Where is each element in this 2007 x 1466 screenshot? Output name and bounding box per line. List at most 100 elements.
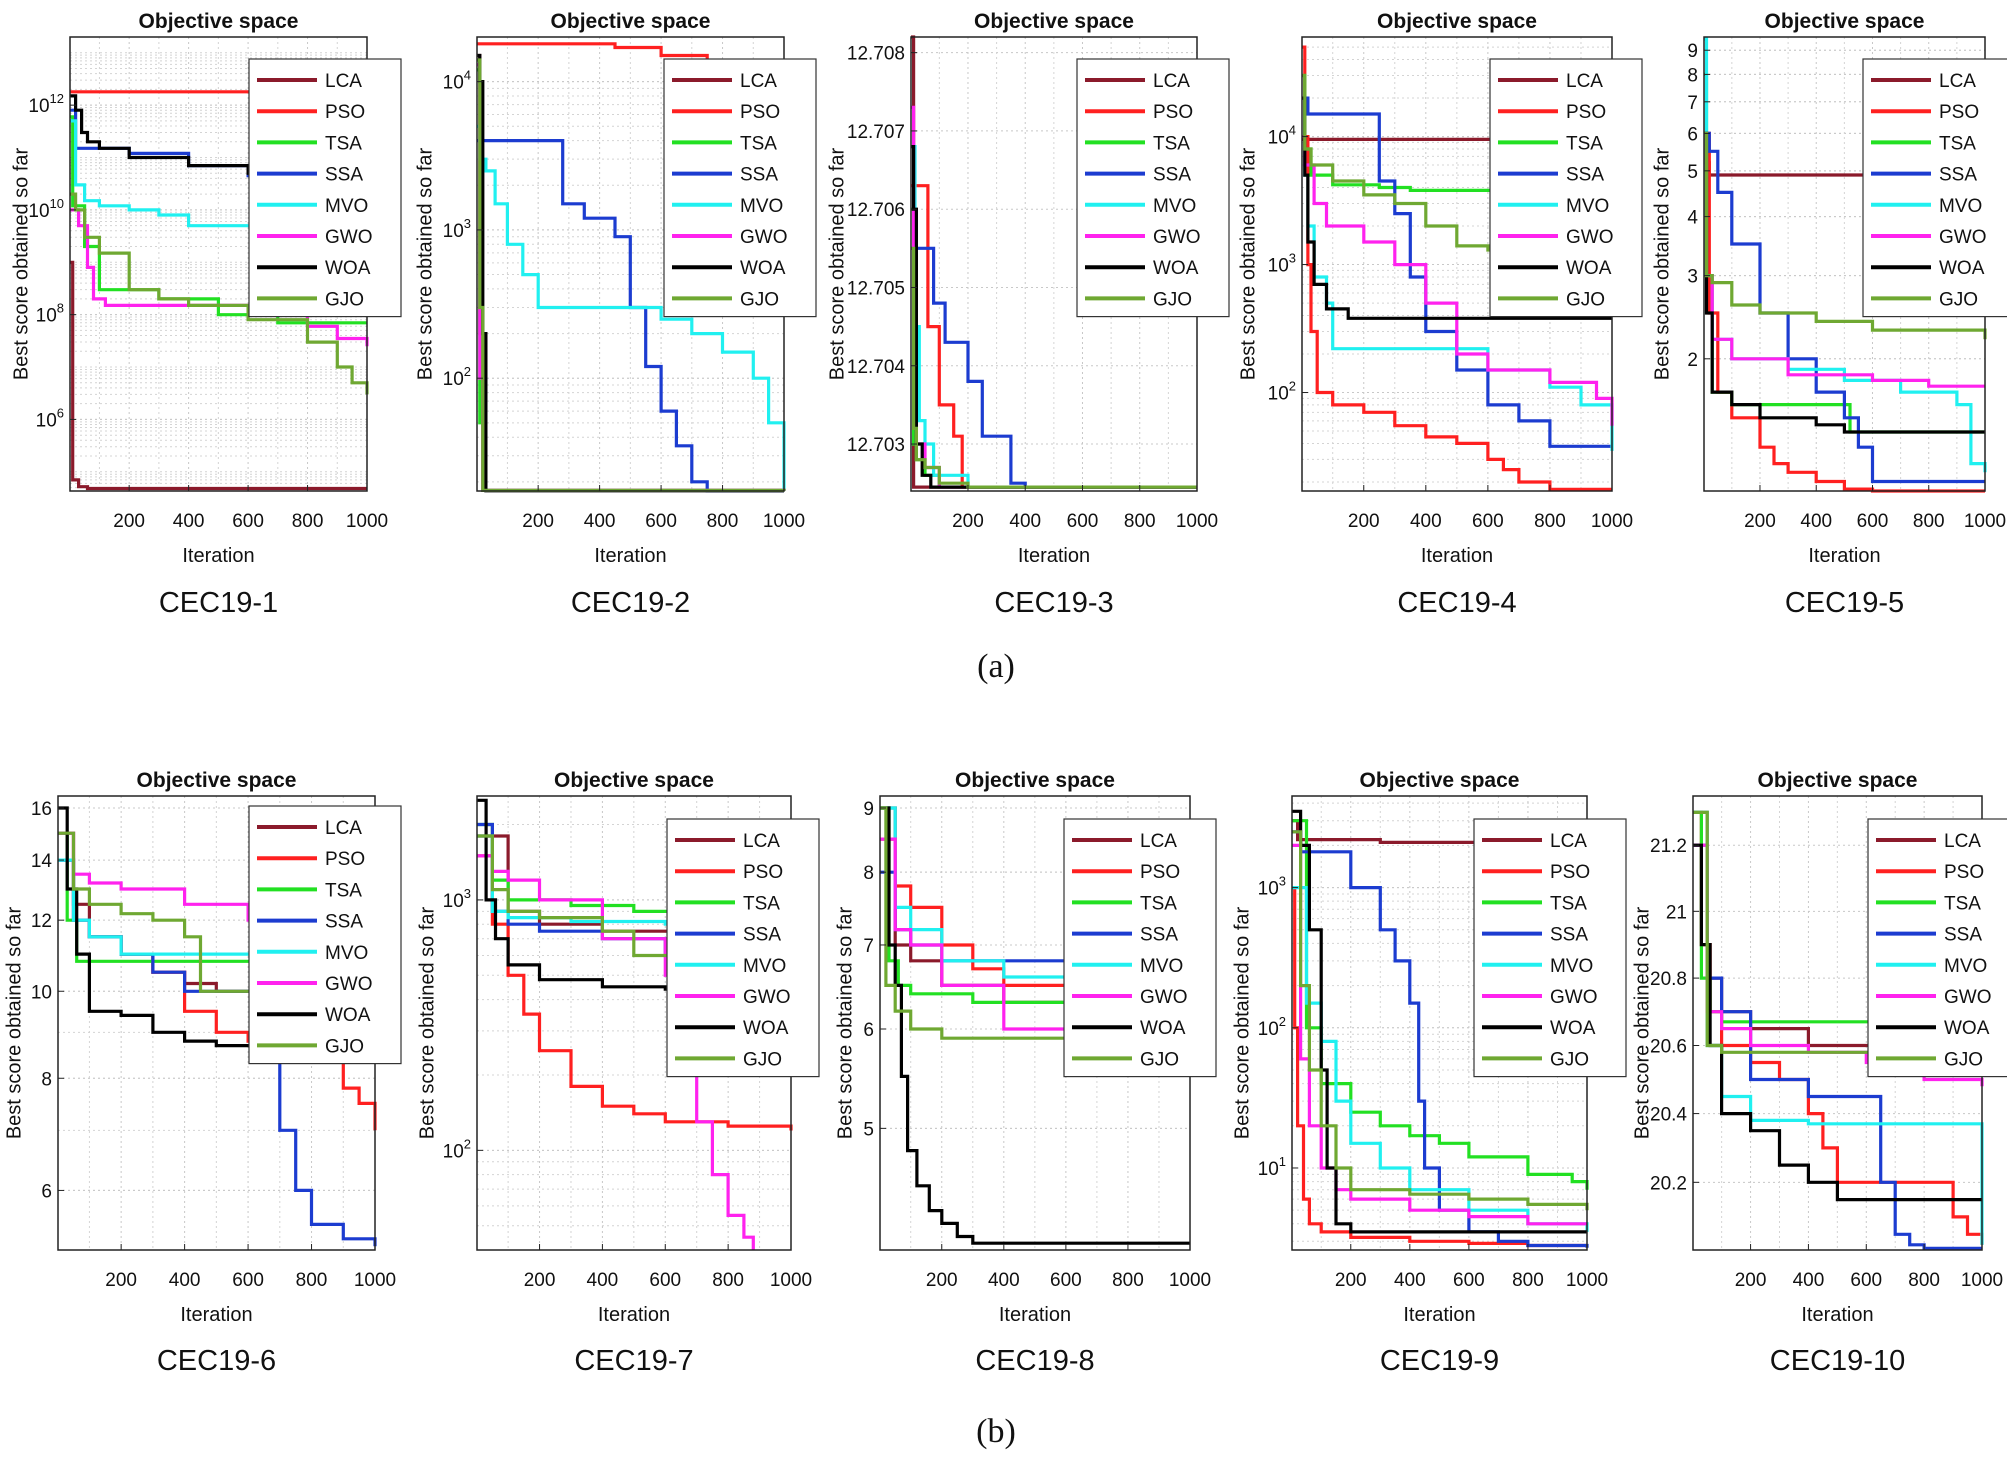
legend-label-woa: WOA (1944, 1018, 1990, 1039)
series-line-woa (1704, 131, 1985, 434)
y-tick-label: 12.705 (847, 278, 905, 299)
legend-label-pso: PSO (1939, 102, 1979, 123)
x-axis-label: Iteration (180, 1304, 252, 1326)
series-line-woa (911, 145, 1197, 489)
x-tick-label: 200 (926, 1270, 958, 1291)
y-tick-label: 5 (1687, 162, 1698, 183)
legend-label-tsa: TSA (1939, 133, 1976, 154)
series-line-gjo (880, 806, 1190, 1040)
x-tick-label: 400 (1793, 1270, 1825, 1291)
y-tick-label: 7 (1687, 93, 1698, 114)
series-line-woa (1302, 96, 1612, 320)
x-tick-label: 600 (232, 511, 264, 532)
legend-label-mvo: MVO (325, 196, 368, 217)
y-tick-label: 102 (1268, 379, 1296, 405)
y-axis-label: Best score obtained so far (1651, 147, 1673, 380)
y-tick-label: 9 (863, 799, 874, 820)
x-tick-label: 800 (1112, 1270, 1144, 1291)
legend-box (1063, 818, 1217, 1078)
chart-panel-7: 200 400 600 800 1000 102 103 Objective space Ite… (416, 769, 820, 1377)
legend-label-pso: PSO (1550, 862, 1590, 883)
y-tick-label: 6 (863, 1020, 874, 1041)
legend-label-tsa: TSA (325, 880, 362, 901)
series-line-ssa (1704, 131, 1985, 484)
legend-label-lca: LCA (1939, 71, 1976, 92)
x-tick-label: 800 (1908, 1270, 1940, 1291)
y-tick-label: 6 (41, 1181, 52, 1202)
chart-title: Objective space (551, 10, 711, 33)
y-tick-label: 104 (443, 68, 471, 94)
chart-panel-9: 200 400 600 800 1000 101 102 103 Objective space… (1231, 769, 1627, 1377)
x-tick-label: 200 (113, 511, 145, 532)
legend-label-mvo: MVO (1140, 956, 1183, 977)
x-tick-label: 400 (584, 511, 616, 532)
y-axis-label: Best score obtained so far (826, 147, 848, 380)
x-tick-label: 600 (649, 1270, 681, 1291)
x-tick-label: 400 (1009, 511, 1041, 532)
y-tick-label: 21.2 (1650, 836, 1687, 857)
y-tick-label: 103 (443, 886, 471, 912)
y-tick-label: 12 (31, 911, 52, 932)
chart-title: Objective space (137, 769, 297, 792)
legend-label-tsa: TSA (1566, 133, 1603, 154)
chart-title: Objective space (554, 769, 714, 792)
legend-label-ssa: SSA (743, 925, 781, 946)
legend-label-lca: LCA (1550, 831, 1587, 852)
legend-label-gjo: GJO (325, 289, 364, 310)
y-tick-label: 103 (1258, 874, 1286, 900)
chart-title: Objective space (974, 10, 1134, 33)
legend-label-woa: WOA (1566, 258, 1612, 279)
panel-caption: CEC19-4 (1397, 587, 1516, 619)
legend-label-gwo: GWO (325, 974, 373, 995)
legend-label-gjo: GJO (1944, 1049, 1983, 1070)
series-line-gjo (1292, 830, 1589, 1211)
legend-label-woa: WOA (1140, 1018, 1186, 1039)
legend-label-gjo: GJO (325, 1036, 364, 1057)
legend-label-pso: PSO (1944, 862, 1984, 883)
y-tick-label: 8 (41, 1069, 52, 1090)
legend-label-ssa: SSA (1944, 925, 1982, 946)
y-tick-label: 12.706 (847, 200, 905, 221)
legend-box (1473, 818, 1627, 1078)
series-group (58, 806, 377, 1247)
legend-label-ssa: SSA (740, 165, 778, 186)
series-line-pso (1704, 131, 1985, 493)
x-tick-label: 600 (1850, 1270, 1882, 1291)
chart-panel-6: 200 400 600 800 1000 6 8 10 12 14 16 Objective spac… (3, 769, 402, 1377)
chart-panel-8: 200 400 600 800 1000 5 6 7 8 9 Objective space Iter… (834, 769, 1217, 1377)
x-tick-label: 1000 (1591, 511, 1633, 532)
legend-label-tsa: TSA (740, 133, 777, 154)
legend-label-tsa: TSA (325, 133, 362, 154)
legend-label-woa: WOA (743, 1018, 789, 1039)
x-tick-label: 1000 (346, 511, 388, 532)
series-line-gwo (1302, 135, 1614, 426)
legend-label-gwo: GWO (1550, 987, 1598, 1008)
y-tick-label: 3 (1687, 267, 1698, 288)
legend-label-ssa: SSA (1140, 925, 1178, 946)
y-tick-label: 1012 (28, 91, 64, 117)
legend: LCA PSO TSA SSA MVO GWO WOA GJO (248, 58, 402, 318)
panel-caption: CEC19-10 (1770, 1345, 1905, 1377)
y-tick-label: 103 (443, 216, 471, 242)
y-tick-label: 10 (31, 982, 52, 1003)
legend: LCA PSO TSA SSA MVO GWO WOA GJO (1063, 818, 1217, 1078)
legend-label-tsa: TSA (1550, 893, 1587, 914)
legend-label-gwo: GWO (740, 227, 788, 248)
y-tick-label: 20.8 (1650, 969, 1687, 990)
legend-label-mvo: MVO (1939, 196, 1982, 217)
legend-box (1489, 58, 1643, 318)
x-tick-label: 1000 (1566, 1270, 1608, 1291)
legend-label-pso: PSO (325, 849, 365, 870)
x-tick-label: 1000 (354, 1270, 396, 1291)
y-axis-label: Best score obtained so far (1231, 906, 1253, 1139)
y-tick-label: 7 (863, 936, 874, 957)
series-line-ssa (1693, 843, 1982, 1250)
y-tick-label: 101 (1258, 1154, 1286, 1180)
series-line-woa (880, 806, 1190, 1245)
legend: LCA PSO TSA SSA MVO GWO WOA GJO (1862, 58, 2007, 318)
y-tick-label: 20.2 (1650, 1173, 1687, 1194)
x-tick-label: 400 (1394, 1270, 1426, 1291)
y-tick-label: 9 (1687, 41, 1698, 62)
group-label-b: (b) (976, 1413, 1016, 1450)
